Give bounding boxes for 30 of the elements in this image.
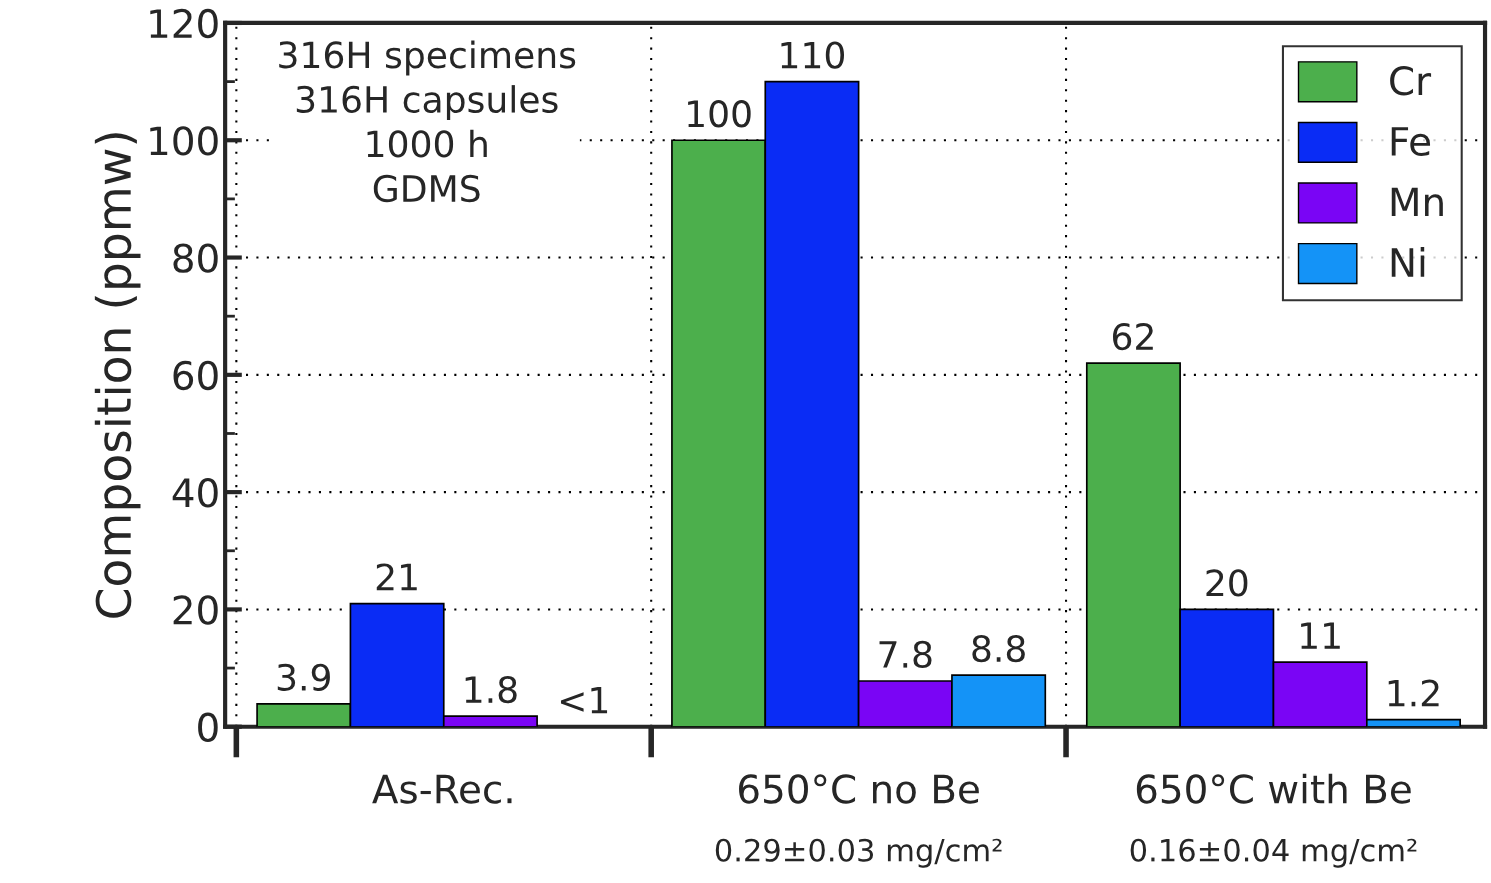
y-tick-label: 60: [173, 360, 218, 391]
data-label: 11: [1301, 622, 1340, 649]
annotation: 316H specimens 316H capsules 1000 h GDMS: [279, 40, 576, 203]
data-label: 3.9: [277, 663, 330, 691]
y-axis-title: Composition (ppmw): [94, 133, 141, 618]
data-label: 8.8: [972, 634, 1025, 663]
y-tick-label: 0: [198, 712, 218, 743]
y-tick-label: 20: [173, 595, 218, 625]
x-tick-label: As-Rec.: [372, 774, 512, 804]
data-label: 1.2: [1388, 679, 1439, 707]
legend-label: Cr: [1390, 66, 1432, 96]
y-tick-label: 40: [172, 478, 218, 508]
x-tick-label: 650°C with Be: [1136, 773, 1411, 804]
data-label: 62: [1113, 322, 1153, 351]
y-tick-label: 80: [173, 243, 218, 273]
data-label: 100: [688, 100, 751, 128]
legend-label: Fe: [1391, 127, 1431, 157]
data-label: 110: [781, 41, 845, 69]
legend-label: Mn: [1391, 187, 1443, 217]
data-label: 7.8: [879, 640, 932, 669]
y-tick-label: 100: [150, 126, 218, 156]
text: 0.16±0.04 mg/cm²: [1130, 838, 1417, 868]
x-tick-label: 650°C no Be: [739, 774, 979, 804]
text: 0.29±0.03 mg/cm²: [715, 838, 1002, 868]
data-label: 21: [376, 563, 417, 591]
legend-label: Ni: [1391, 247, 1425, 277]
y-tick-label: 120: [150, 8, 218, 39]
text: <1: [560, 687, 608, 714]
data-label: 1.8: [465, 675, 517, 704]
data-label: 20: [1206, 569, 1248, 597]
